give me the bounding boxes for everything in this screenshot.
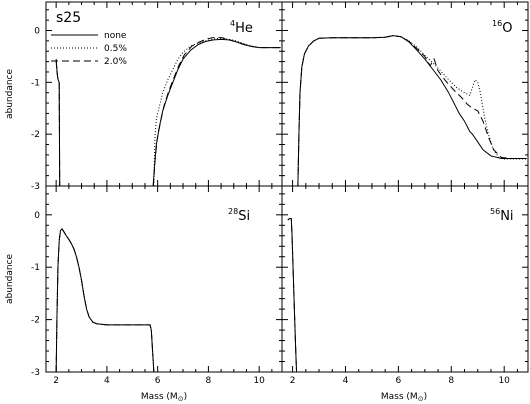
x-tick-label: 2 xyxy=(53,376,59,386)
panel-frame-ni56 xyxy=(281,185,529,373)
series-line-si28 xyxy=(55,228,155,373)
x-tick-label: 6 xyxy=(396,376,402,386)
x-tick-label: 8 xyxy=(448,376,454,386)
x-tick-label: 8 xyxy=(206,376,212,386)
y-tick-label: 0 xyxy=(34,27,40,37)
series-line-he4 xyxy=(152,36,281,187)
panel-label-he4: 4He xyxy=(230,19,253,36)
panel-label-o16: 16O xyxy=(492,19,512,36)
series-line-si28 xyxy=(55,228,155,373)
panel-frame-o16 xyxy=(281,1,529,187)
series-line-he4 xyxy=(152,38,281,187)
ni56-mass-number: 56 xyxy=(490,207,500,216)
ylabel-bottom: abundance xyxy=(5,254,15,305)
xlabel-left-text: Mass (M xyxy=(141,392,178,402)
he4-element: He xyxy=(235,21,253,36)
y-tick-label: -3 xyxy=(31,182,40,192)
curves xyxy=(55,35,527,373)
series-line-o16 xyxy=(297,35,527,187)
he4-mass-number: 4 xyxy=(230,19,235,28)
si28-mass-number: 28 xyxy=(228,207,238,216)
x-tick-label: 4 xyxy=(104,376,110,386)
xlabel-right-text: Mass (M xyxy=(381,392,418,402)
y-tick-label: -1 xyxy=(31,263,40,273)
tick-labels: 0 -1 -2 -3 2 4 6 8 10 0 -1 -2 -3 2 4 6 8 10 xyxy=(31,27,510,386)
x-tick-label: 2 xyxy=(290,376,296,386)
xlabel-right: Mass (M⊙) xyxy=(381,392,427,403)
x-tick-label: 6 xyxy=(155,376,161,386)
panel-label-ni56: 56Ni xyxy=(490,207,514,224)
y-tick-label: -2 xyxy=(31,130,40,140)
o16-mass-number: 16 xyxy=(492,19,502,28)
xlabel-right-sub: ⊙ xyxy=(418,395,424,403)
xlabel-left-close: ) xyxy=(184,392,188,402)
ni56-element: Ni xyxy=(500,209,513,224)
x-tick-label: 10 xyxy=(253,376,265,386)
model-label: s25 xyxy=(56,10,81,26)
o16-element: O xyxy=(502,21,512,36)
xlabel-left-sub: ⊙ xyxy=(178,395,184,403)
xlabel-left: Mass (M⊙) xyxy=(141,392,187,403)
y-tick-label: 0 xyxy=(34,211,40,221)
x-tick-label: 4 xyxy=(343,376,349,386)
legend-label-none: none xyxy=(104,31,127,41)
x-tick-label: 10 xyxy=(498,376,510,386)
legend: none 0.5% 2.0% xyxy=(51,31,127,67)
series-line-he4 xyxy=(153,37,281,187)
ylabel-top: abundance xyxy=(5,69,15,120)
y-tick-label: -3 xyxy=(31,368,40,378)
si28-element: Si xyxy=(238,209,250,224)
xlabel-right-close: ) xyxy=(424,392,428,402)
series-line-o16 xyxy=(297,35,527,187)
series-line-o16 xyxy=(297,35,527,187)
series-line-si28 xyxy=(55,228,155,373)
panel-label-si28: 28Si xyxy=(228,207,250,224)
series-line-ni56 xyxy=(287,217,298,373)
y-tick-label: -2 xyxy=(31,316,40,326)
series-line-ni56 xyxy=(287,217,298,373)
y-tick-label: -1 xyxy=(31,78,40,88)
series-line-he4 xyxy=(55,60,61,187)
legend-label-0-5: 0.5% xyxy=(104,44,127,54)
series-line-he4 xyxy=(55,61,61,187)
legend-label-2-0: 2.0% xyxy=(104,57,127,67)
